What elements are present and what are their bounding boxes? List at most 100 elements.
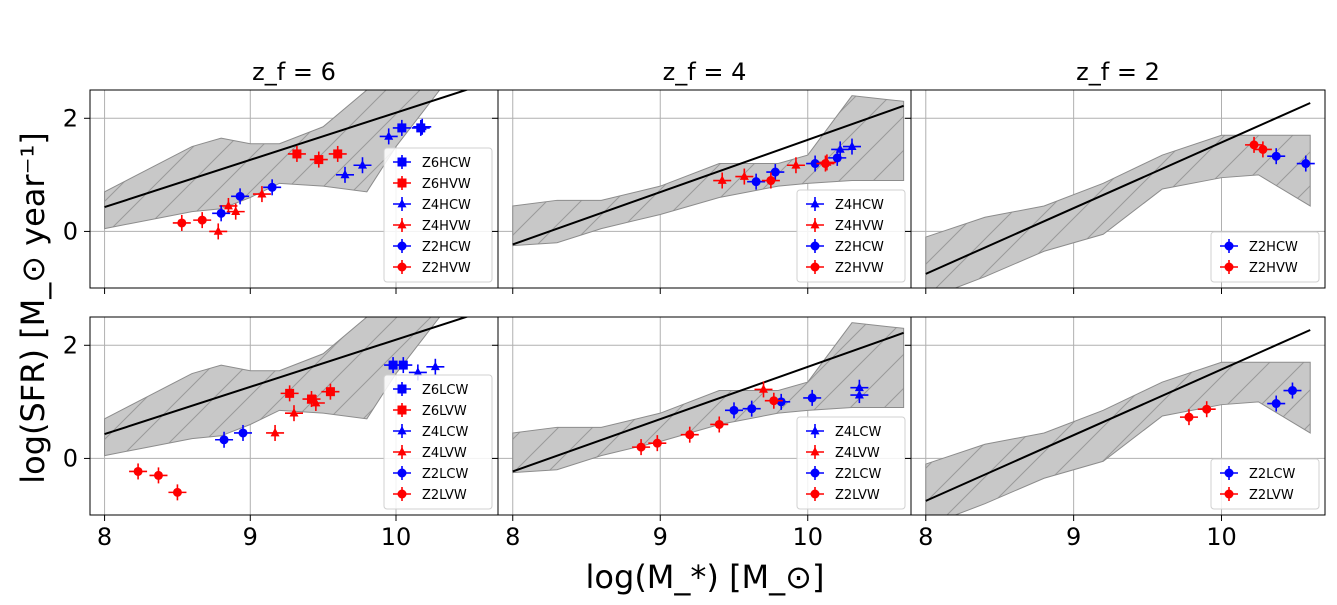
plot-area — [104, 317, 470, 501]
point-z2lvw-2 — [172, 487, 182, 497]
point-z4hvw-0 — [213, 226, 223, 235]
point-z2lvw-2 — [685, 430, 695, 440]
point-z2hcw-0 — [216, 208, 226, 218]
panel-top-left: 0 2 z_f = 6 Z6HCW Z6HVW Z4HCW Z4HVW Z2HCW Z2HVW — [63, 58, 499, 294]
point-z2lcw-1 — [747, 404, 757, 414]
point-z4lcw-1 — [430, 361, 440, 371]
legend-label-z2hcw: Z2HCW — [835, 240, 884, 255]
legend-label-z4lvw: Z4LVW — [835, 446, 880, 461]
point-z4lvw-0 — [270, 427, 280, 437]
legend-marker — [397, 468, 407, 478]
legend-marker — [1224, 241, 1234, 251]
plot-area — [512, 95, 905, 247]
point-z4lvw-1 — [289, 407, 299, 417]
point-z4hvw-0 — [717, 175, 727, 184]
legend-marker — [810, 262, 820, 272]
point-z4hvw-3 — [257, 188, 267, 198]
x-tick-label-9: 9 — [243, 523, 258, 551]
legend-box — [796, 189, 906, 283]
point-z6lcw-0 — [388, 360, 398, 370]
point-z2hcw-1 — [770, 167, 780, 177]
point-z6lvw-1 — [306, 394, 316, 404]
point-z4lvw-2 — [311, 397, 321, 407]
y-axis-label: log(SFR) [M_⊙ year⁻¹] — [14, 132, 52, 484]
point-z2hcw-2 — [267, 182, 277, 192]
legend: Z2HCW Z2HVW — [1210, 231, 1320, 283]
legend: Z6LCW Z6LVW Z4LCW Z4LVW Z2LCW Z2LVW — [383, 374, 493, 510]
legend-label-z2lcw: Z2LCW — [1249, 467, 1295, 482]
legend-marker — [810, 198, 820, 208]
point-z2lvw-0 — [636, 442, 646, 452]
point-z4hvw-2 — [791, 160, 801, 169]
legend-marker — [397, 384, 407, 394]
point-z4lcw-1 — [854, 389, 864, 399]
legend-box — [796, 416, 906, 510]
point-z2lvw-1 — [652, 438, 662, 448]
legend-label-z4hvw: Z4HVW — [422, 219, 471, 234]
legend-label-z2hvw: Z2HVW — [422, 261, 471, 276]
point-z2hcw-0 — [1271, 151, 1281, 161]
point-z4hvw-2 — [231, 206, 241, 216]
legend-marker — [1224, 468, 1234, 478]
relation-line — [104, 90, 470, 209]
point-z4hvw-1 — [223, 200, 233, 210]
point-z6hvw-0 — [292, 149, 302, 159]
legend-marker — [810, 446, 820, 456]
panel-title: z_f = 4 — [663, 58, 747, 86]
legend-label-z2hvw: Z2HVW — [835, 261, 884, 276]
legend-marker — [397, 219, 407, 229]
relation-line — [104, 317, 470, 436]
panel-frame — [910, 316, 1326, 516]
relation-line — [925, 102, 1311, 275]
panel-top-middle: z_f = 4 Z4HCW Z4HVW Z2HCW Z2HVW — [492, 58, 912, 294]
scatter-band — [925, 361, 1311, 515]
point-z2lcw-1 — [238, 428, 248, 438]
plot-area — [512, 322, 905, 474]
legend-marker — [397, 446, 407, 456]
y-tick-label-0: 0 — [63, 217, 78, 245]
legend-label-z2hcw: Z2HCW — [1249, 240, 1298, 255]
legend-label-z2lvw: Z2LVW — [422, 488, 467, 503]
point-z2lcw-0 — [1271, 399, 1281, 409]
point-z2lcw-0 — [219, 435, 229, 445]
point-z4hcw-1 — [357, 160, 367, 169]
legend-box — [383, 374, 493, 510]
legend-marker — [397, 178, 407, 188]
point-z4lcw-0 — [854, 382, 864, 392]
panel-bottom-middle: 8 9 10 Z4LCW Z4LVW Z2LCW Z2LVW — [492, 316, 912, 551]
legend-marker — [1224, 262, 1234, 272]
x-tick-label-9: 9 — [653, 523, 668, 551]
point-z4lvw-0 — [759, 384, 768, 393]
y-tick-label-0: 0 — [63, 444, 78, 472]
legend-box — [1210, 458, 1320, 510]
legend-label-z6lvw: Z6LVW — [422, 404, 467, 419]
legend-marker — [397, 262, 407, 272]
legend-marker — [397, 241, 407, 251]
point-z2lvw-1 — [1202, 404, 1212, 414]
legend-label-z2lvw: Z2LVW — [1249, 488, 1294, 503]
plot-area — [925, 102, 1315, 288]
legend-label-z4lcw: Z4LCW — [835, 425, 881, 440]
point-z2hcw-1 — [235, 191, 245, 201]
legend-label-z4lvw: Z4LVW — [422, 446, 467, 461]
point-z2hvw-0 — [177, 218, 187, 228]
panel-bottom-left: 8 9 10 0 2 Z6LCW Z6LVW Z4LCW Z4LVW Z2LCW Z2LVW — [63, 316, 499, 551]
point-z2lvw-1 — [153, 470, 163, 480]
legend-label-z2lcw: Z2LCW — [422, 467, 468, 482]
x-tick-label-9: 9 — [1066, 523, 1081, 551]
legend-box — [383, 147, 493, 283]
legend-label-z2hvw: Z2HVW — [1249, 261, 1298, 276]
point-z2hvw-0 — [766, 176, 776, 186]
legend-label-z6hcw: Z6HCW — [422, 156, 471, 171]
legend-label-z6lcw: Z6LCW — [422, 383, 468, 398]
point-z2lvw-0 — [1184, 412, 1194, 422]
point-z2hcw-1 — [1301, 159, 1311, 169]
legend-marker — [397, 489, 407, 499]
scatter-band — [512, 95, 905, 247]
relation-line — [512, 104, 904, 246]
point-z2lvw-4 — [769, 396, 779, 406]
legend: Z4HCW Z4HVW Z2HCW Z2HVW — [796, 189, 906, 283]
legend: Z6HCW Z6HVW Z4HCW Z4HVW Z2HCW Z2HVW — [383, 147, 493, 283]
point-z4hcw-1 — [847, 141, 857, 150]
